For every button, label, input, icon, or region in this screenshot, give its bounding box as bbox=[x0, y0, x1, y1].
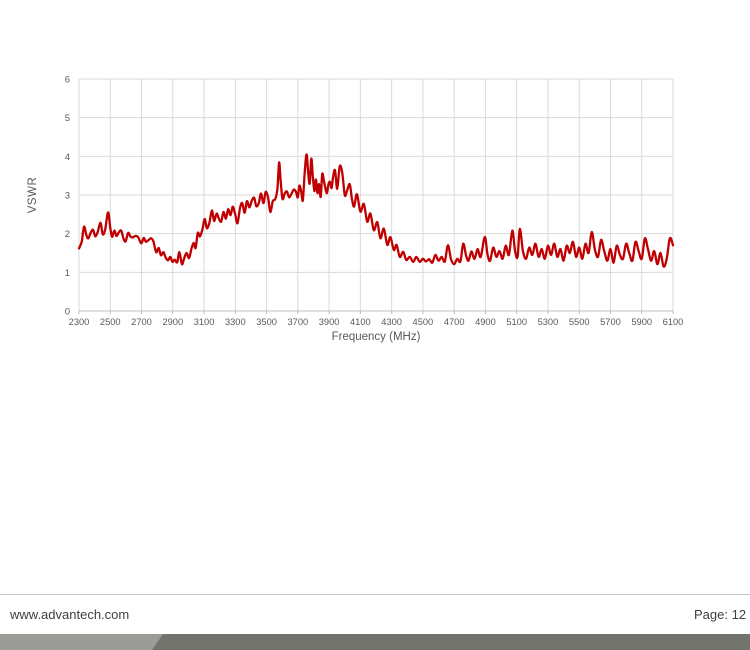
vswr-chart-canvas: 0 1 2 3 4 5 6 2300 2500 2700 2900 3100 3300 3500 3700 3… bbox=[65, 75, 684, 328]
x-tick-label: 3500 bbox=[256, 317, 277, 327]
x-tick-label: 3300 bbox=[225, 317, 246, 327]
footer-bar-light-segment bbox=[0, 634, 165, 650]
y-tick-label: 3 bbox=[65, 191, 70, 202]
x-tick-label: 3700 bbox=[287, 317, 308, 327]
footer-divider bbox=[0, 594, 750, 595]
x-tick-label: 4500 bbox=[413, 317, 434, 327]
x-tick-label: 5900 bbox=[631, 317, 652, 327]
x-axis-title: Frequency (MHz) bbox=[331, 331, 421, 343]
x-tick-label: 2900 bbox=[162, 317, 183, 327]
vswr-chart: 0 1 2 3 4 5 6 2300 2500 2700 2900 3100 3300 3500 3700 3… bbox=[27, 75, 684, 344]
footer-website-link[interactable]: www.advantech.com bbox=[10, 607, 130, 622]
footer-bar-dark-segment bbox=[152, 634, 750, 650]
x-tick-label: 5500 bbox=[569, 317, 590, 327]
y-axis-title: VSWR bbox=[27, 176, 39, 214]
x-tick-label: 2700 bbox=[131, 317, 152, 327]
x-tick-label: 5100 bbox=[506, 317, 527, 327]
x-tick-label: 4100 bbox=[350, 317, 371, 327]
footer-accent-bar bbox=[0, 634, 750, 650]
y-tick-label: 5 bbox=[65, 113, 70, 124]
x-tick-label: 2500 bbox=[100, 317, 121, 327]
y-tick-label: 4 bbox=[65, 152, 70, 163]
vswr-series-line bbox=[77, 153, 675, 268]
y-tick-label: 6 bbox=[65, 75, 70, 86]
y-tick-label: 2 bbox=[65, 229, 70, 240]
x-tick-label: 4900 bbox=[475, 317, 496, 327]
x-tick-label: 4700 bbox=[444, 317, 465, 327]
x-tick-label: 6100 bbox=[663, 317, 684, 327]
y-tick-label: 1 bbox=[65, 268, 70, 279]
x-tick-label: 3900 bbox=[319, 317, 340, 327]
x-tick-label: 4300 bbox=[381, 317, 402, 327]
x-tick-label: 5300 bbox=[538, 317, 559, 327]
x-tick-label: 3100 bbox=[194, 317, 215, 327]
x-tick-label: 2300 bbox=[69, 317, 90, 327]
footer-page-number: Page: 12 bbox=[694, 607, 747, 622]
y-tick-label: 0 bbox=[65, 307, 70, 318]
x-tick-label: 5700 bbox=[600, 317, 621, 327]
